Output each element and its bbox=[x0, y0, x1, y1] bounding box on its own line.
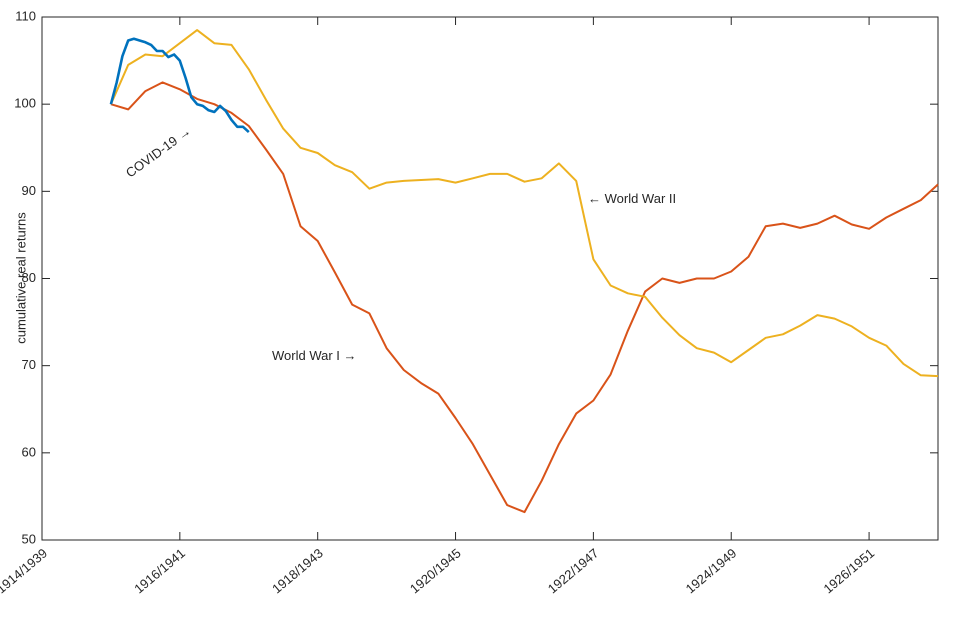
y-tick-label: 70 bbox=[22, 357, 36, 372]
x-tick-label: 1916/1941 bbox=[131, 545, 188, 596]
axes-box bbox=[41, 16, 939, 541]
x-tick-label: 1920/1945 bbox=[407, 545, 464, 596]
y-tick-label: 80 bbox=[22, 270, 36, 285]
y-tick-label: 90 bbox=[22, 183, 36, 198]
y-tick-label: 60 bbox=[22, 444, 36, 459]
annotation: World War I → bbox=[272, 348, 357, 363]
x-tick-label: 1918/1943 bbox=[269, 545, 326, 596]
x-tick-label: 1914/1939 bbox=[0, 545, 50, 596]
y-axis-label: cumulative real returns bbox=[13, 212, 28, 344]
annotation: COVID-19 → bbox=[123, 123, 194, 180]
x-tick-label: 1922/1947 bbox=[545, 545, 602, 596]
x-tick-label: 1926/1951 bbox=[820, 545, 877, 596]
series-line bbox=[109, 37, 250, 134]
x-tick-label: 1924/1949 bbox=[683, 545, 740, 596]
y-tick-label: 100 bbox=[14, 96, 36, 111]
series-line bbox=[110, 81, 939, 514]
series-line bbox=[109, 29, 939, 378]
y-tick-label: 110 bbox=[15, 8, 36, 23]
y-tick-label: 50 bbox=[22, 531, 36, 546]
annotation: ← World War II bbox=[588, 191, 676, 206]
